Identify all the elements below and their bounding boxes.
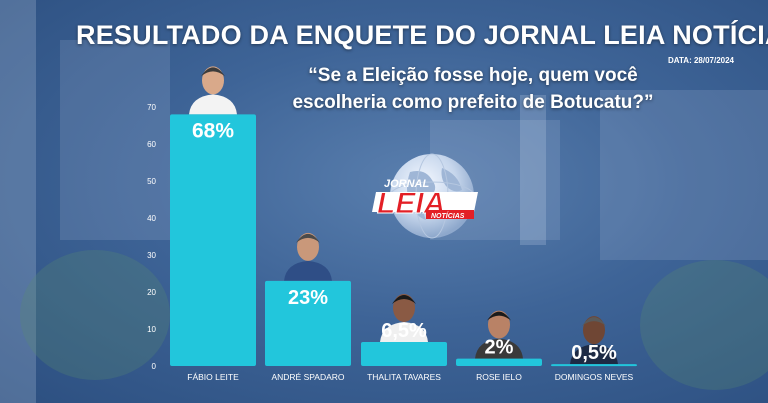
y-tick-label: 20 — [147, 288, 156, 297]
y-tick-label: 10 — [147, 325, 156, 334]
background-trees — [640, 260, 768, 390]
candidate-photo — [475, 310, 523, 359]
background-church-tower — [520, 95, 546, 245]
logo-top-text: JORNAL — [384, 178, 430, 190]
category-label: ROSE IELO — [476, 372, 522, 382]
value-label: 2% — [485, 337, 514, 359]
candidate-photo — [189, 66, 237, 115]
bar — [456, 358, 542, 366]
y-tick-label: 40 — [147, 214, 156, 223]
background-building — [60, 40, 170, 240]
y-tick-label: 50 — [147, 177, 156, 186]
bar — [551, 364, 637, 367]
y-tick-label: 0 — [152, 362, 157, 371]
category-label: THALITA TAVARES — [367, 372, 441, 382]
logo-sub-text: NOTÍCIAS — [431, 211, 465, 220]
candidate-photo — [380, 293, 428, 342]
y-tick-label: 30 — [147, 251, 156, 260]
y-tick-label: 70 — [147, 103, 156, 112]
candidate-photo — [284, 232, 332, 281]
poll-question: “Se a Eleição fosse hoje, quem você esco… — [292, 65, 654, 113]
value-label: 0,5% — [571, 342, 617, 364]
page-title: RESULTADO DA ENQUETE DO JORNAL LEIA NOTÍ… — [76, 20, 768, 50]
value-label: 68% — [192, 119, 234, 142]
y-tick-label: 60 — [147, 140, 156, 149]
background-building — [0, 0, 36, 403]
category-label: FÁBIO LEITE — [187, 372, 239, 382]
background-trees — [20, 250, 170, 380]
background-building — [600, 90, 768, 260]
candidate-photo — [570, 316, 618, 365]
bar — [170, 114, 256, 367]
category-label: DOMINGOS NEVES — [555, 372, 634, 382]
bar — [265, 280, 351, 366]
value-label: 6,5% — [381, 320, 427, 342]
category-label: ANDRÉ SPADARO — [271, 372, 344, 382]
value-label: 23% — [288, 287, 328, 309]
bar — [361, 341, 447, 366]
poll-date: DATA: 28/07/2024 — [668, 56, 734, 65]
